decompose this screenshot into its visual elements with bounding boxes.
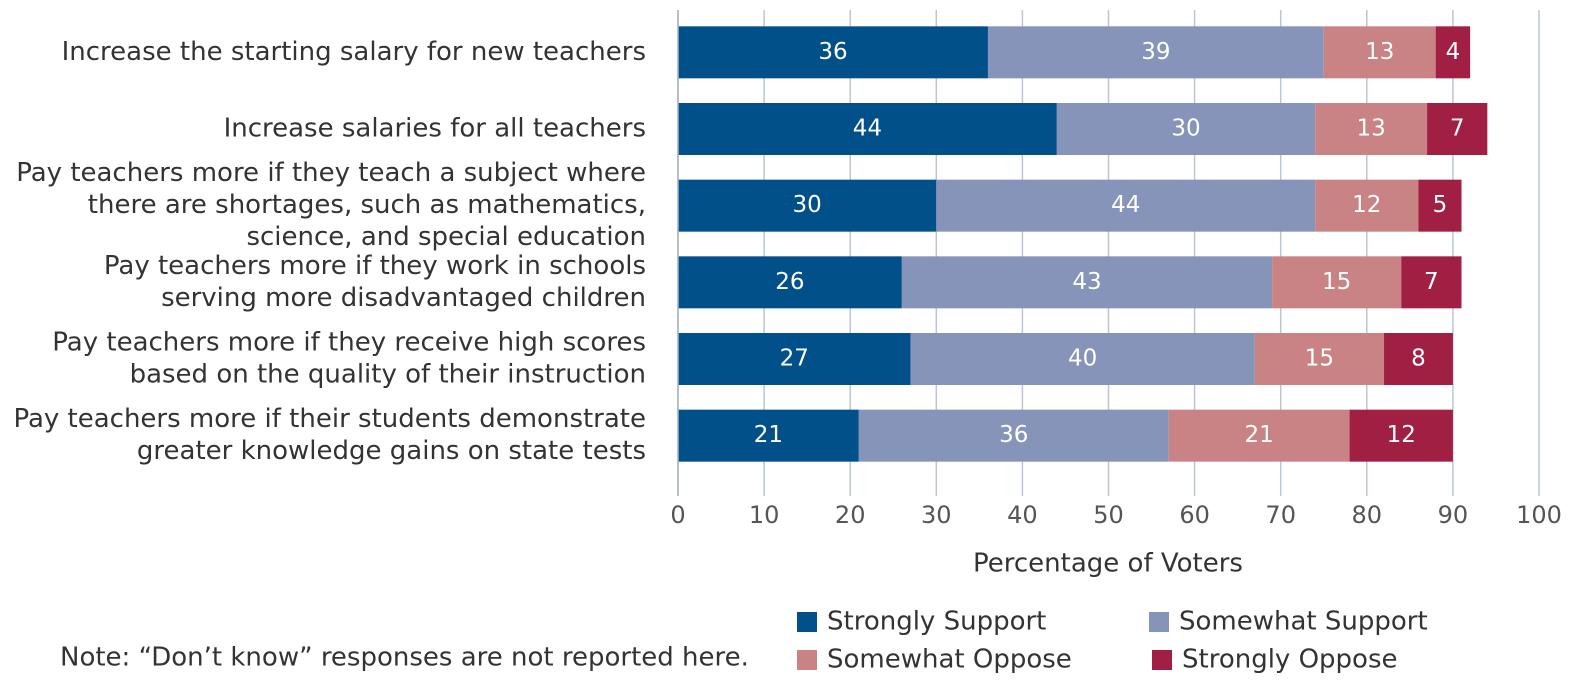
bar-segment (936, 179, 1316, 232)
x-tick-label: 0 (670, 501, 685, 529)
y-tick-label: greater knowledge gains on state tests (137, 436, 646, 466)
x-tick-label: 40 (1007, 501, 1038, 529)
value-label: 36 (999, 422, 1028, 448)
bar-segment (1418, 179, 1462, 232)
value-label: 21 (1245, 422, 1274, 448)
value-label: 7 (1450, 116, 1465, 142)
y-tick-label: there are shortages, such as mathematics… (88, 190, 646, 220)
bar-segment (678, 409, 859, 462)
x-tick-label: 20 (835, 501, 866, 529)
value-label: 30 (793, 192, 822, 218)
value-label: 5 (1433, 192, 1448, 218)
value-label: 43 (1072, 269, 1101, 295)
value-label: 7 (1424, 269, 1439, 295)
value-label: 44 (1111, 192, 1140, 218)
y-tick-label: Increase salaries for all teachers (224, 114, 646, 144)
bar-segment (1315, 103, 1428, 155)
value-label: 12 (1387, 422, 1416, 448)
bar-segment (1254, 333, 1385, 385)
bar-segment (1427, 103, 1488, 155)
bar-segment (1315, 179, 1419, 232)
bar-segment (1272, 256, 1402, 309)
y-tick-label: serving more disadvantaged children (161, 283, 646, 313)
y-tick-label: based on the quality of their instructio… (130, 360, 646, 390)
value-label: 21 (754, 422, 783, 448)
bar-segment (858, 409, 1169, 462)
bar-segment (678, 26, 988, 79)
legend-label: Strongly Oppose (1182, 645, 1398, 675)
y-tick-label: science, and special education (246, 222, 646, 252)
legend-swatch (797, 650, 817, 670)
value-label: 12 (1352, 192, 1381, 218)
value-label: 15 (1305, 346, 1334, 372)
value-label: 30 (1171, 116, 1200, 142)
value-label: 13 (1365, 39, 1394, 65)
x-tick-label: 60 (1179, 501, 1210, 529)
value-label: 27 (780, 346, 809, 372)
legend-label: Strongly Support (827, 607, 1046, 637)
legend-swatch (1152, 650, 1172, 670)
value-label: 44 (853, 116, 882, 142)
bar-segment (901, 256, 1273, 309)
value-label: 15 (1322, 269, 1351, 295)
value-label: 26 (775, 269, 804, 295)
y-tick-label: Pay teachers more if they teach a subjec… (16, 158, 646, 188)
bar-segment (1168, 409, 1350, 462)
value-label: 4 (1446, 39, 1461, 65)
x-axis-label: Percentage of Voters (973, 549, 1243, 579)
y-tick-label: Increase the starting salary for new tea… (62, 37, 646, 67)
bar-segment (678, 103, 1057, 155)
bar-segment (1435, 26, 1471, 79)
note: Note: “Don’t know” responses are not rep… (60, 643, 749, 673)
value-label: 13 (1356, 116, 1385, 142)
bar-segment (1349, 409, 1453, 462)
x-tick-label: 70 (1265, 501, 1296, 529)
x-tick-label: 50 (1093, 501, 1124, 529)
y-tick-label: Pay teachers more if they receive high s… (52, 328, 646, 358)
y-tick-label: Pay teachers more if their students demo… (13, 404, 646, 434)
value-label: 8 (1411, 346, 1426, 372)
bar-segment (678, 333, 911, 385)
x-tick-label: 30 (921, 501, 952, 529)
legend-label: Somewhat Oppose (827, 645, 1072, 675)
x-tick-label: 100 (1516, 501, 1562, 529)
value-label: 39 (1141, 39, 1170, 65)
bar-segment (1401, 256, 1462, 309)
value-label: 40 (1068, 346, 1097, 372)
legend-swatch (797, 612, 817, 632)
bar-segment (678, 179, 937, 232)
bar-segment (910, 333, 1255, 385)
bar-segment (1384, 333, 1453, 385)
x-tick-label: 10 (749, 501, 780, 529)
bar-segment (678, 256, 902, 309)
legend-label: Somewhat Support (1179, 607, 1428, 637)
x-tick-label: 90 (1438, 501, 1469, 529)
bar-segment (1056, 103, 1316, 155)
bar-segment (1323, 26, 1436, 79)
bar-segment (987, 26, 1324, 79)
value-label: 36 (818, 39, 847, 65)
legend-swatch (1149, 612, 1169, 632)
y-tick-label: Pay teachers more if they work in school… (104, 251, 646, 281)
x-tick-label: 80 (1352, 501, 1383, 529)
